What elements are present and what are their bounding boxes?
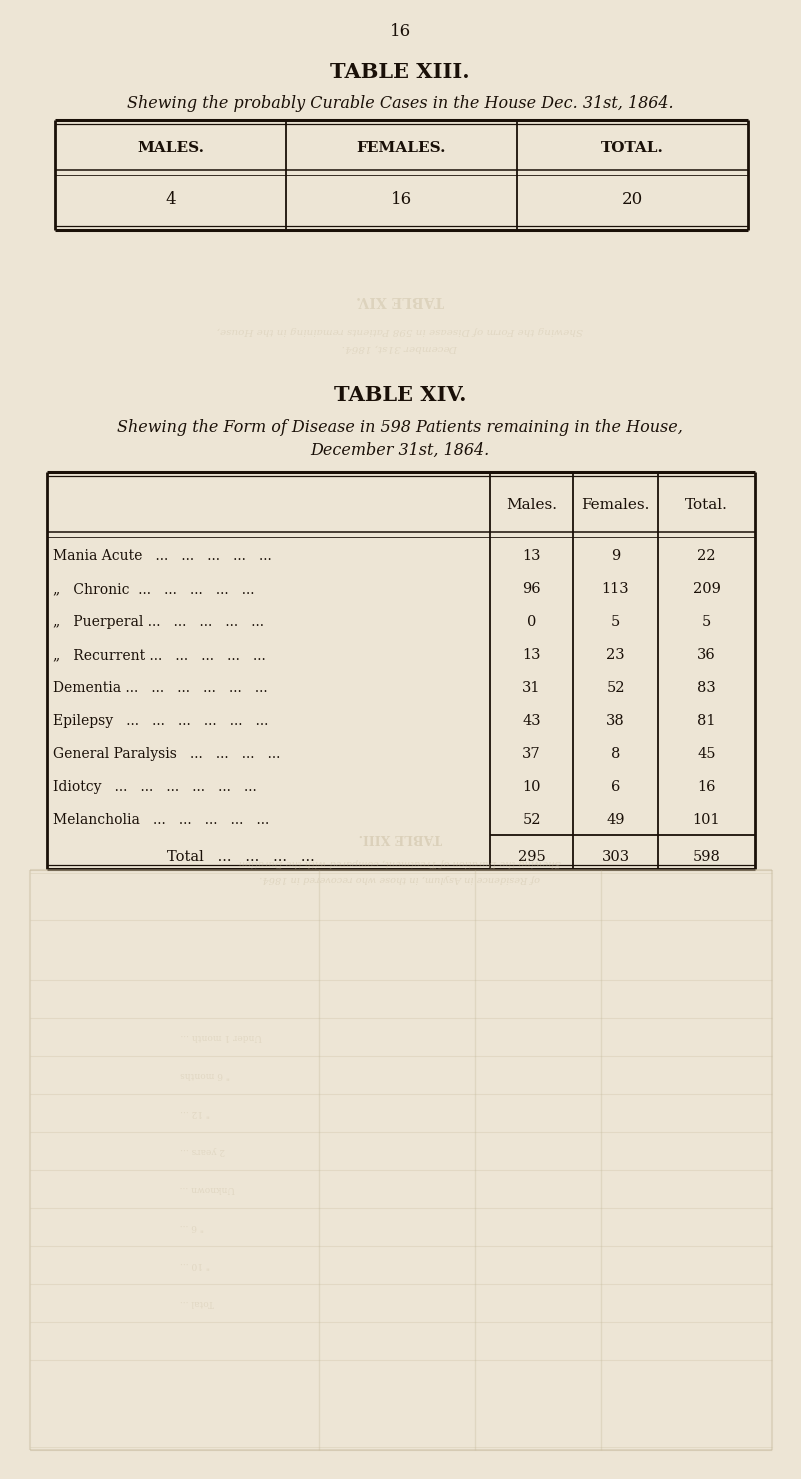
Text: " 6 ...: " 6 ... [180,1222,204,1231]
Text: 52: 52 [606,682,625,695]
Text: TOTAL.: TOTAL. [601,141,664,155]
Text: 43: 43 [522,714,541,728]
Text: General Paralysis   ...   ...   ...   ...: General Paralysis ... ... ... ... [53,747,280,762]
Text: 13: 13 [522,549,541,563]
Text: 5: 5 [702,615,711,629]
Text: 101: 101 [693,813,720,827]
Text: TABLE XIV.: TABLE XIV. [356,293,444,308]
Text: 23: 23 [606,648,625,663]
Text: 37: 37 [522,747,541,762]
Text: Under 1 month ...: Under 1 month ... [180,1031,262,1041]
Text: 4: 4 [165,191,175,209]
Text: Shewing the Form of Disease in 598 Patients remaining in the House,: Shewing the Form of Disease in 598 Patie… [117,420,683,436]
Text: 2 years ...: 2 years ... [180,1146,225,1155]
Text: 0: 0 [527,615,536,629]
Text: December 31st, 1864.: December 31st, 1864. [342,343,458,352]
Text: Shewing the probably Curable Cases in the House Dec. 31st, 1864.: Shewing the probably Curable Cases in th… [127,95,674,111]
Text: " 12 ...: " 12 ... [180,1108,210,1117]
Text: 52: 52 [522,813,541,827]
Text: 81: 81 [697,714,716,728]
Text: 20: 20 [622,191,643,209]
Text: TABLE XIII.: TABLE XIII. [330,62,470,81]
Text: 16: 16 [697,779,716,794]
Text: 598: 598 [693,850,720,864]
Text: " 6 months: " 6 months [180,1069,230,1078]
Text: TABLE XIII.: TABLE XIII. [358,831,441,845]
Text: 45: 45 [697,747,716,762]
Text: Mania Acute   ...   ...   ...   ...   ...: Mania Acute ... ... ... ... ... [53,549,272,563]
Text: Total.: Total. [685,498,728,512]
Text: 36: 36 [697,648,716,663]
Text: 22: 22 [697,549,716,563]
Text: 10: 10 [522,779,541,794]
Text: Dementia ...   ...   ...   ...   ...   ...: Dementia ... ... ... ... ... ... [53,682,268,695]
Text: 96: 96 [522,583,541,596]
Text: 16: 16 [391,191,412,209]
Text: 49: 49 [606,813,625,827]
Text: 8: 8 [611,747,620,762]
Text: 38: 38 [606,714,625,728]
Text: „   Recurrent ...   ...   ...   ...   ...: „ Recurrent ... ... ... ... ... [53,648,266,663]
Text: Idiotcy   ...   ...   ...   ...   ...   ...: Idiotcy ... ... ... ... ... ... [53,779,257,794]
Text: " 10 ...: " 10 ... [180,1260,210,1269]
Text: 303: 303 [602,850,630,864]
Text: 5: 5 [611,615,620,629]
Text: „   Puerperal ...   ...   ...   ...   ...: „ Puerperal ... ... ... ... ... [53,615,264,629]
Text: 6: 6 [611,779,620,794]
Text: 31: 31 [522,682,541,695]
Text: 13: 13 [522,648,541,663]
Text: 113: 113 [602,583,630,596]
Text: Melancholia   ...   ...   ...   ...   ...: Melancholia ... ... ... ... ... [53,813,269,827]
Text: Shewing the Form of Disease in 598 Patients remaining in the House,: Shewing the Form of Disease in 598 Patie… [217,325,583,334]
Text: TABLE XIV.: TABLE XIV. [334,385,466,405]
Text: 9: 9 [611,549,620,563]
Text: Shewing the Duration of Treatment, compared with the Duration: Shewing the Duration of Treatment, compa… [239,858,562,867]
Text: Females.: Females. [582,498,650,512]
Text: MALES.: MALES. [137,141,204,155]
Text: FEMALES.: FEMALES. [356,141,446,155]
Text: 83: 83 [697,682,716,695]
Text: 209: 209 [693,583,720,596]
Text: Total   ...   ...   ...   ...: Total ... ... ... ... [167,850,315,864]
Text: Unknown ...: Unknown ... [180,1183,235,1192]
Text: 295: 295 [517,850,545,864]
Text: Males.: Males. [506,498,557,512]
Text: 16: 16 [389,24,411,40]
Text: „   Chronic  ...   ...   ...   ...   ...: „ Chronic ... ... ... ... ... [53,583,255,596]
Text: Total ...: Total ... [180,1297,214,1306]
Text: of Residence in Asylum, in those who recovered in 1864.: of Residence in Asylum, in those who rec… [260,874,541,883]
Text: December 31st, 1864.: December 31st, 1864. [310,442,489,458]
Text: Epilepsy   ...   ...   ...   ...   ...   ...: Epilepsy ... ... ... ... ... ... [53,714,268,728]
